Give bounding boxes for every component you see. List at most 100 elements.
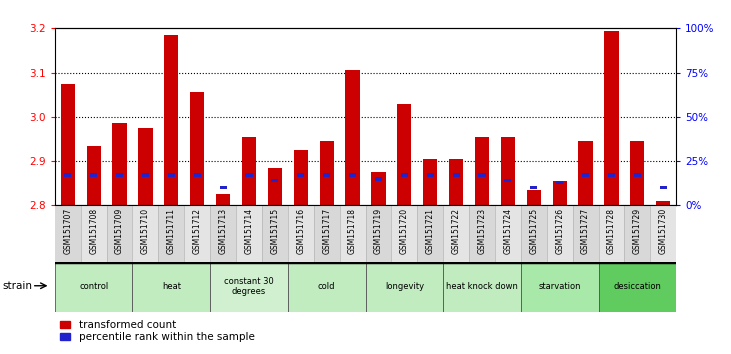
- Text: constant 30
degrees: constant 30 degrees: [224, 277, 274, 296]
- Bar: [340, 205, 366, 262]
- Bar: [572, 205, 599, 262]
- Bar: [630, 141, 645, 205]
- Bar: [479, 173, 485, 177]
- Bar: [397, 104, 412, 205]
- Bar: [138, 128, 153, 205]
- Bar: [132, 205, 159, 262]
- Bar: [417, 205, 443, 262]
- Bar: [443, 205, 469, 262]
- Bar: [61, 84, 75, 205]
- Bar: [469, 205, 495, 262]
- Bar: [90, 173, 97, 177]
- Bar: [164, 35, 178, 205]
- Text: GSM151722: GSM151722: [452, 208, 461, 254]
- Text: GSM151717: GSM151717: [322, 208, 331, 254]
- Bar: [211, 205, 236, 262]
- Bar: [346, 70, 360, 205]
- Bar: [314, 205, 340, 262]
- Text: desiccation: desiccation: [613, 282, 662, 291]
- Bar: [349, 173, 356, 177]
- Bar: [526, 190, 541, 205]
- Bar: [651, 205, 676, 262]
- Text: cold: cold: [318, 282, 336, 291]
- Bar: [288, 205, 314, 262]
- Text: GSM151726: GSM151726: [555, 208, 564, 254]
- Bar: [288, 262, 366, 312]
- Bar: [634, 173, 641, 177]
- Bar: [624, 205, 651, 262]
- Text: GSM151711: GSM151711: [167, 208, 176, 254]
- Bar: [423, 159, 437, 205]
- Bar: [605, 30, 618, 205]
- Bar: [116, 173, 123, 177]
- Bar: [401, 173, 408, 177]
- Bar: [271, 179, 279, 182]
- Text: GSM151720: GSM151720: [400, 208, 409, 254]
- Bar: [452, 173, 460, 177]
- Bar: [553, 181, 567, 205]
- Bar: [113, 124, 126, 205]
- Bar: [184, 205, 211, 262]
- Text: GSM151718: GSM151718: [348, 208, 357, 254]
- Bar: [366, 205, 391, 262]
- Text: GSM151721: GSM151721: [425, 208, 435, 254]
- Bar: [582, 173, 589, 177]
- Bar: [216, 194, 230, 205]
- Bar: [159, 205, 184, 262]
- Legend: transformed count, percentile rank within the sample: transformed count, percentile rank withi…: [60, 320, 254, 342]
- Bar: [375, 177, 382, 181]
- Bar: [504, 179, 512, 182]
- Text: GSM151723: GSM151723: [477, 208, 487, 254]
- Bar: [211, 262, 288, 312]
- Text: longevity: longevity: [385, 282, 424, 291]
- Text: GSM151728: GSM151728: [607, 208, 616, 254]
- Bar: [427, 173, 433, 177]
- Bar: [366, 262, 443, 312]
- Bar: [547, 205, 572, 262]
- Bar: [55, 205, 80, 262]
- Text: GSM151707: GSM151707: [64, 208, 72, 255]
- Text: control: control: [79, 282, 108, 291]
- Bar: [246, 173, 252, 177]
- Text: GSM151725: GSM151725: [529, 208, 538, 254]
- Text: GSM151730: GSM151730: [659, 208, 667, 255]
- Bar: [475, 137, 489, 205]
- Bar: [168, 173, 175, 177]
- Bar: [659, 186, 667, 189]
- Bar: [371, 172, 385, 205]
- Bar: [443, 262, 520, 312]
- Text: GSM151712: GSM151712: [193, 208, 202, 254]
- Bar: [578, 141, 593, 205]
- Text: heat: heat: [162, 282, 181, 291]
- Bar: [608, 173, 615, 177]
- Text: strain: strain: [3, 281, 33, 291]
- Text: GSM151709: GSM151709: [115, 208, 124, 255]
- Text: GSM151729: GSM151729: [633, 208, 642, 254]
- Bar: [495, 205, 520, 262]
- Bar: [86, 145, 101, 205]
- Bar: [190, 92, 205, 205]
- Bar: [262, 205, 288, 262]
- Bar: [319, 141, 334, 205]
- Text: GSM151727: GSM151727: [581, 208, 590, 254]
- Bar: [268, 168, 282, 205]
- Bar: [391, 205, 417, 262]
- Bar: [521, 205, 547, 262]
- Text: GSM151708: GSM151708: [89, 208, 98, 254]
- Bar: [80, 205, 107, 262]
- Bar: [556, 181, 563, 184]
- Bar: [142, 173, 149, 177]
- Text: GSM151715: GSM151715: [270, 208, 279, 254]
- Text: starvation: starvation: [539, 282, 581, 291]
- Bar: [599, 205, 624, 262]
- Bar: [449, 159, 463, 205]
- Bar: [521, 262, 599, 312]
- Bar: [132, 262, 211, 312]
- Text: GSM151713: GSM151713: [219, 208, 227, 254]
- Bar: [55, 262, 132, 312]
- Bar: [64, 173, 72, 177]
- Bar: [242, 137, 256, 205]
- Bar: [194, 173, 201, 177]
- Text: GSM151710: GSM151710: [141, 208, 150, 254]
- Bar: [599, 262, 676, 312]
